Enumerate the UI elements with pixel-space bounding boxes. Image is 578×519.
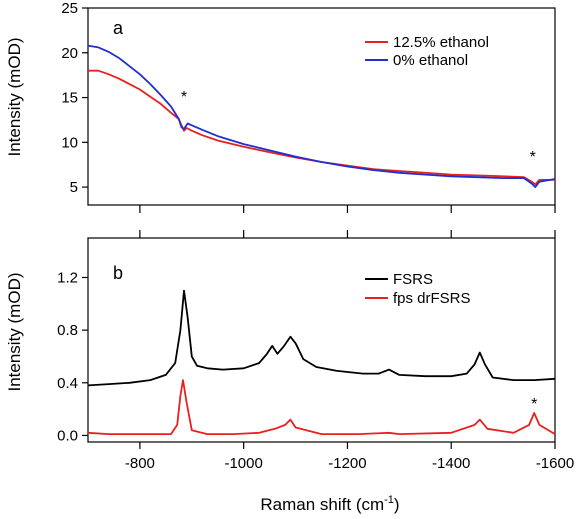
annotation-asterisk: * [531,396,537,413]
y-tick-label: 0.4 [57,375,78,392]
legend-label: FSRS [393,271,433,288]
panel-b-label: b [113,263,123,283]
legend-label: fps drFSRS [393,290,471,307]
panel-b-ylabel: Intensity (mOD) [5,272,24,391]
y-tick-label: 25 [61,0,78,17]
series-line [87,44,556,188]
x-tick-label: -1600 [536,455,574,472]
y-tick-label: 1.2 [57,269,78,286]
plot-frame [87,7,556,206]
series-line [87,379,556,435]
panel-b-plot: 0.0 0.4 0.8 1.2 -800 -1000 -1200 -1400 -1600 FSRS… [57,230,574,472]
series-line [87,289,556,387]
y-tick-label: 15 [61,90,78,107]
panel-b: Intensity (mOD) b [5,263,123,392]
y-tick-label: 20 [61,45,78,62]
legend-label: 12.5% ethanol [393,34,489,51]
y-tick-label: 10 [61,134,78,151]
x-tick-label: -1200 [328,455,366,472]
y-tick-label: 0.0 [57,427,78,444]
plot-frame [87,237,556,443]
x-tick-label: -1400 [432,455,470,472]
panel-a-ylabel: Intensity (mOD) [5,37,24,156]
y-tick-label: 0.8 [57,322,78,339]
annotation-asterisk: * [530,149,536,166]
x-tick-label: -800 [125,455,155,472]
panel-a: Intensity (mOD) a [5,18,124,157]
annotation-asterisk: * [181,89,187,106]
y-tick-label: 5 [70,179,78,196]
panel-a-label: a [113,18,124,38]
legend-label: 0% ethanol [393,52,468,69]
x-axis-title: Raman shift (cm-1) [260,494,399,514]
series-line [88,69,555,186]
x-tick-label: -1000 [224,455,262,472]
